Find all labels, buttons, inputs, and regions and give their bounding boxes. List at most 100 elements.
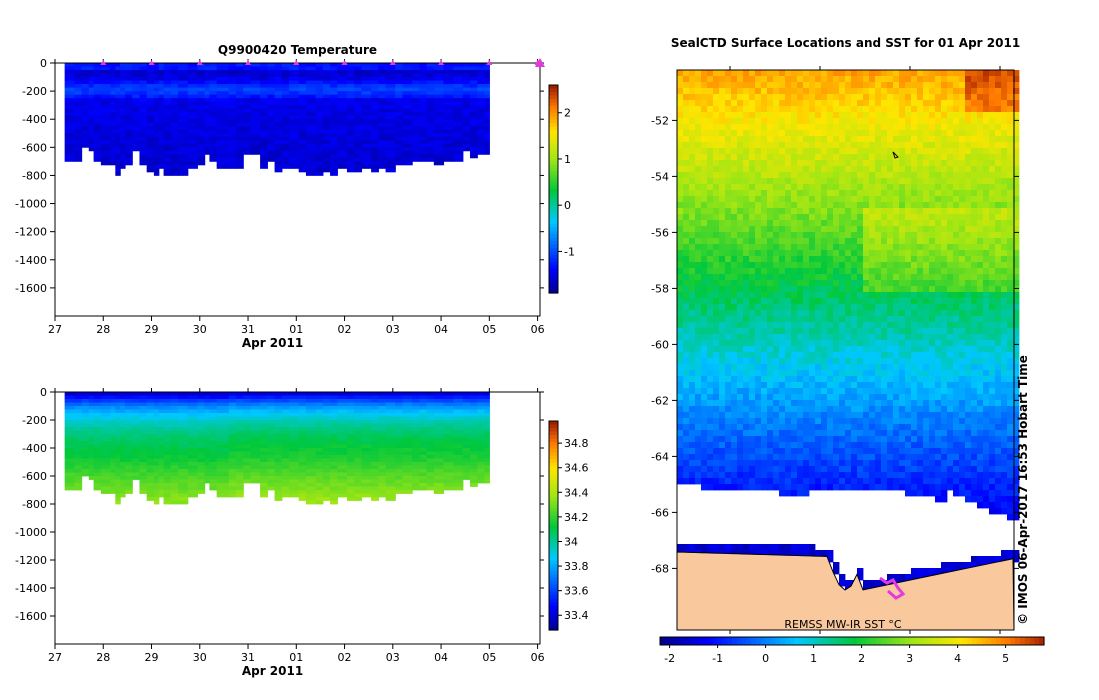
sst-cell — [1013, 160, 1020, 167]
section-cell — [204, 479, 211, 484]
sst-cell — [869, 136, 876, 143]
section-cell — [453, 150, 464, 155]
section-cell — [163, 402, 172, 407]
sst-cell — [749, 202, 756, 209]
sst-cell — [689, 118, 696, 125]
section-cell — [470, 63, 478, 67]
sst-cell — [1007, 130, 1014, 137]
section-cell — [74, 115, 83, 120]
section-cell — [243, 441, 252, 445]
section-cell — [197, 87, 206, 92]
section-cell — [260, 462, 268, 466]
section-cell — [477, 444, 486, 449]
section-cell — [274, 490, 283, 494]
sst-cell — [977, 160, 984, 167]
section-cell — [74, 98, 83, 103]
sst-cell — [983, 172, 990, 179]
sst-cell — [941, 148, 948, 155]
sst-cell — [1001, 130, 1008, 137]
sst-cell — [761, 202, 768, 209]
sst-cell — [977, 214, 984, 221]
x-tick-label: 31 — [241, 323, 255, 336]
section-cell — [371, 472, 379, 477]
section-cell — [305, 105, 317, 110]
section-cell — [298, 108, 307, 113]
section-cell — [298, 423, 307, 428]
section-cell — [354, 94, 363, 99]
sst-cell — [845, 178, 852, 185]
section-cell — [453, 472, 464, 477]
section-cell — [412, 399, 420, 403]
sst-cell — [707, 70, 714, 77]
section-cell — [197, 416, 206, 421]
section-cell — [361, 80, 372, 85]
section-cell — [346, 84, 355, 88]
section-cell — [146, 168, 155, 173]
section-cell — [158, 427, 165, 431]
sst-cell — [749, 82, 756, 89]
section-cell — [197, 465, 206, 470]
section-cell — [361, 105, 372, 110]
section-cell — [433, 140, 445, 145]
sst-cell — [725, 82, 732, 89]
section-cell — [204, 129, 211, 134]
sst-cell — [995, 136, 1002, 143]
sst-cell — [959, 208, 966, 215]
section-cell — [209, 465, 218, 470]
section-cell — [385, 122, 396, 127]
sst-cell — [725, 202, 732, 209]
sst-cell — [971, 124, 978, 131]
sst-cell — [911, 142, 918, 149]
section-cell — [395, 80, 404, 85]
sst-cell — [803, 130, 810, 137]
sst-cell — [713, 190, 720, 197]
sst-cell — [857, 94, 864, 101]
sst-cell — [809, 106, 816, 113]
sst-cell — [881, 136, 888, 143]
section-cell — [216, 437, 230, 442]
sst-cell — [887, 160, 894, 167]
section-cell — [289, 84, 300, 88]
section-cell — [484, 115, 490, 120]
sst-cell — [689, 82, 696, 89]
sst-cell — [761, 196, 768, 203]
section-cell — [115, 168, 121, 173]
section-cell — [216, 147, 230, 152]
section-cell — [120, 483, 126, 487]
sst-cell — [881, 214, 888, 221]
sst-cell — [863, 166, 870, 173]
section-cell — [298, 143, 307, 148]
sst-cell — [821, 160, 828, 167]
section-cell — [419, 140, 428, 145]
sst-cell — [965, 178, 972, 185]
sst-cell — [719, 154, 726, 161]
section-cell — [228, 87, 237, 92]
section-cell — [337, 94, 348, 99]
section-cell — [298, 493, 307, 498]
section-cell — [267, 406, 276, 410]
section-cell — [371, 84, 379, 88]
section-cell — [289, 413, 300, 417]
sst-cell — [743, 166, 750, 173]
section-cell — [330, 150, 338, 155]
section-cell — [337, 483, 348, 487]
sst-cell — [929, 148, 936, 155]
section-cell — [228, 91, 237, 96]
section-cell — [433, 437, 445, 442]
sst-cell — [983, 160, 990, 167]
sst-cell — [905, 172, 912, 179]
section-cell — [419, 465, 428, 470]
sst-cell — [815, 76, 822, 83]
section-cell — [163, 98, 172, 103]
section-cell — [120, 493, 126, 498]
section-cell — [139, 402, 148, 407]
sst-cell — [905, 202, 912, 209]
section-cell — [371, 161, 379, 166]
section-cell — [170, 434, 179, 438]
section-cell — [426, 94, 435, 99]
section-cell — [115, 420, 121, 424]
section-cell — [385, 476, 396, 480]
section-cell — [120, 84, 126, 88]
sst-cell — [887, 148, 894, 155]
section-cell — [298, 437, 307, 442]
